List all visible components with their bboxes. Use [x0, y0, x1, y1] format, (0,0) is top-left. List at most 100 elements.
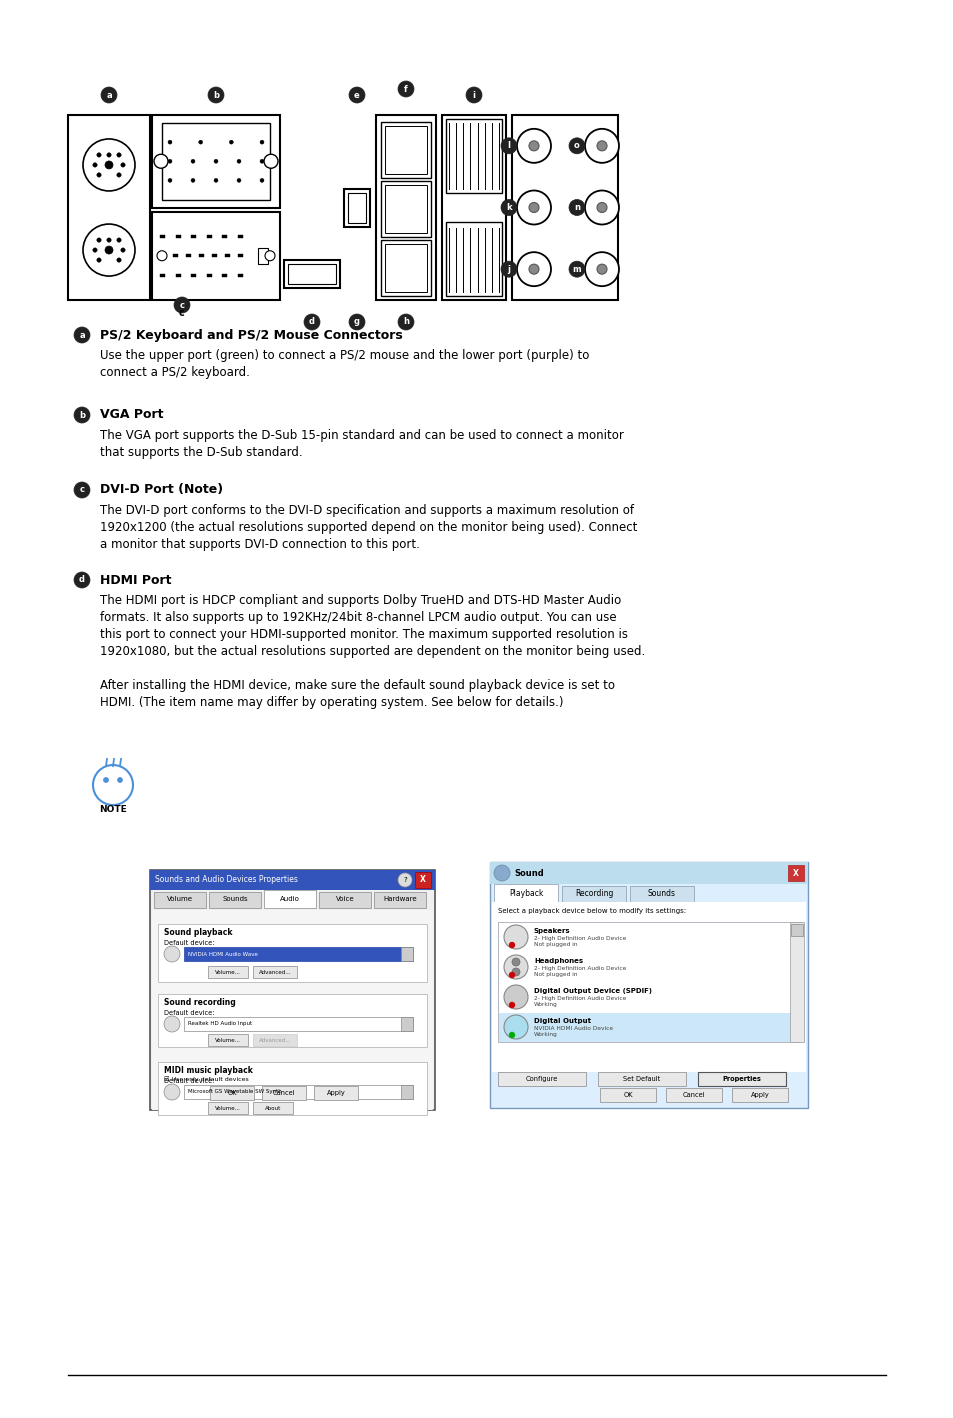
Bar [257, 248, 268, 264]
Circle shape [568, 261, 584, 277]
Text: Recording: Recording [575, 889, 613, 898]
Bar [446, 119, 501, 193]
Bar [497, 1072, 585, 1086]
Circle shape [503, 1015, 527, 1039]
Circle shape [116, 153, 121, 157]
Text: Speakers: Speakers [534, 927, 570, 934]
Text: ☑ Use only default devices: ☑ Use only default devices [164, 1076, 249, 1082]
Text: The VGA port supports the D-Sub 15-pin standard and can be used to connect a mon: The VGA port supports the D-Sub 15-pin s… [100, 430, 623, 459]
Circle shape [121, 248, 125, 252]
Bar [208, 1034, 248, 1046]
Bar [210, 1086, 253, 1100]
Bar [415, 872, 431, 888]
Text: a: a [79, 330, 85, 339]
Bar [158, 925, 427, 983]
Bar [698, 1072, 785, 1086]
Circle shape [584, 252, 618, 286]
Circle shape [494, 865, 510, 881]
Bar [160, 254, 165, 257]
Text: b: b [213, 91, 219, 99]
Bar [400, 1017, 413, 1031]
Circle shape [83, 224, 135, 277]
Bar [175, 235, 180, 238]
Circle shape [503, 986, 527, 1010]
Text: Realtek HD Audio Input: Realtek HD Audio Input [188, 1021, 252, 1027]
Bar [494, 883, 558, 902]
Bar [158, 994, 427, 1046]
Bar [288, 264, 335, 284]
Circle shape [92, 248, 97, 252]
Text: Volume...: Volume... [214, 970, 241, 974]
Circle shape [229, 140, 233, 145]
Circle shape [597, 140, 606, 150]
Text: h: h [402, 318, 409, 326]
Bar [253, 966, 296, 978]
Bar [207, 235, 212, 238]
Bar [400, 1085, 413, 1099]
Circle shape [236, 159, 241, 163]
Text: X: X [792, 868, 798, 878]
Text: The HDMI port is HDCP compliant and supports Dolby TrueHD and DTS-HD Master Audi: The HDMI port is HDCP compliant and supp… [100, 594, 644, 709]
Bar [160, 274, 165, 277]
Bar [209, 892, 261, 908]
Bar [208, 1102, 248, 1115]
Bar [212, 254, 216, 257]
Bar [152, 910, 433, 1110]
Circle shape [164, 1017, 180, 1032]
Bar [380, 240, 431, 296]
Bar [184, 947, 413, 961]
Circle shape [517, 190, 551, 224]
Circle shape [265, 251, 274, 261]
Bar [162, 123, 270, 200]
Text: Volume...: Volume... [214, 1038, 241, 1042]
Text: Advanced...: Advanced... [258, 1038, 291, 1042]
Circle shape [101, 86, 117, 104]
Text: Digital Output Device (SPDIF): Digital Output Device (SPDIF) [534, 988, 651, 994]
Circle shape [349, 313, 365, 330]
Text: Sounds: Sounds [647, 889, 676, 898]
Circle shape [168, 140, 172, 145]
Text: d: d [79, 576, 85, 584]
Circle shape [74, 407, 90, 423]
Circle shape [503, 954, 527, 978]
Circle shape [500, 138, 517, 153]
Text: HDMI Port: HDMI Port [100, 573, 172, 587]
Bar [172, 254, 178, 257]
Bar [344, 189, 370, 227]
Bar [497, 922, 800, 1042]
Text: Volume: Volume [167, 896, 193, 902]
Text: Set Default: Set Default [622, 1076, 659, 1082]
Circle shape [584, 190, 618, 224]
Bar [158, 1062, 427, 1115]
Text: l: l [507, 142, 510, 150]
Text: Playback: Playback [508, 889, 542, 898]
Circle shape [213, 159, 218, 163]
Bar [237, 274, 243, 277]
Circle shape [153, 155, 168, 169]
Text: Sound: Sound [514, 868, 543, 878]
Text: VGA Port: VGA Port [100, 408, 163, 421]
Circle shape [191, 179, 194, 183]
Text: Cancel: Cancel [682, 1092, 704, 1098]
Text: Volume...: Volume... [214, 1106, 241, 1110]
Circle shape [107, 153, 112, 157]
Text: k: k [506, 203, 511, 213]
Bar [385, 184, 427, 233]
Circle shape [116, 258, 121, 262]
Text: g: g [354, 318, 359, 326]
Bar [199, 254, 204, 257]
Bar [348, 193, 366, 223]
Bar [385, 244, 427, 292]
Bar [262, 1086, 306, 1100]
Circle shape [157, 251, 167, 261]
Bar [731, 1088, 787, 1102]
Text: d: d [309, 318, 314, 326]
Bar [186, 254, 191, 257]
Circle shape [512, 959, 519, 966]
Text: NVIDIA HDMI Audio Device
Working: NVIDIA HDMI Audio Device Working [534, 1027, 613, 1037]
Bar [237, 235, 243, 238]
Circle shape [164, 1083, 180, 1100]
Circle shape [117, 777, 122, 783]
Bar [225, 254, 230, 257]
Text: Hardware: Hardware [383, 896, 416, 902]
